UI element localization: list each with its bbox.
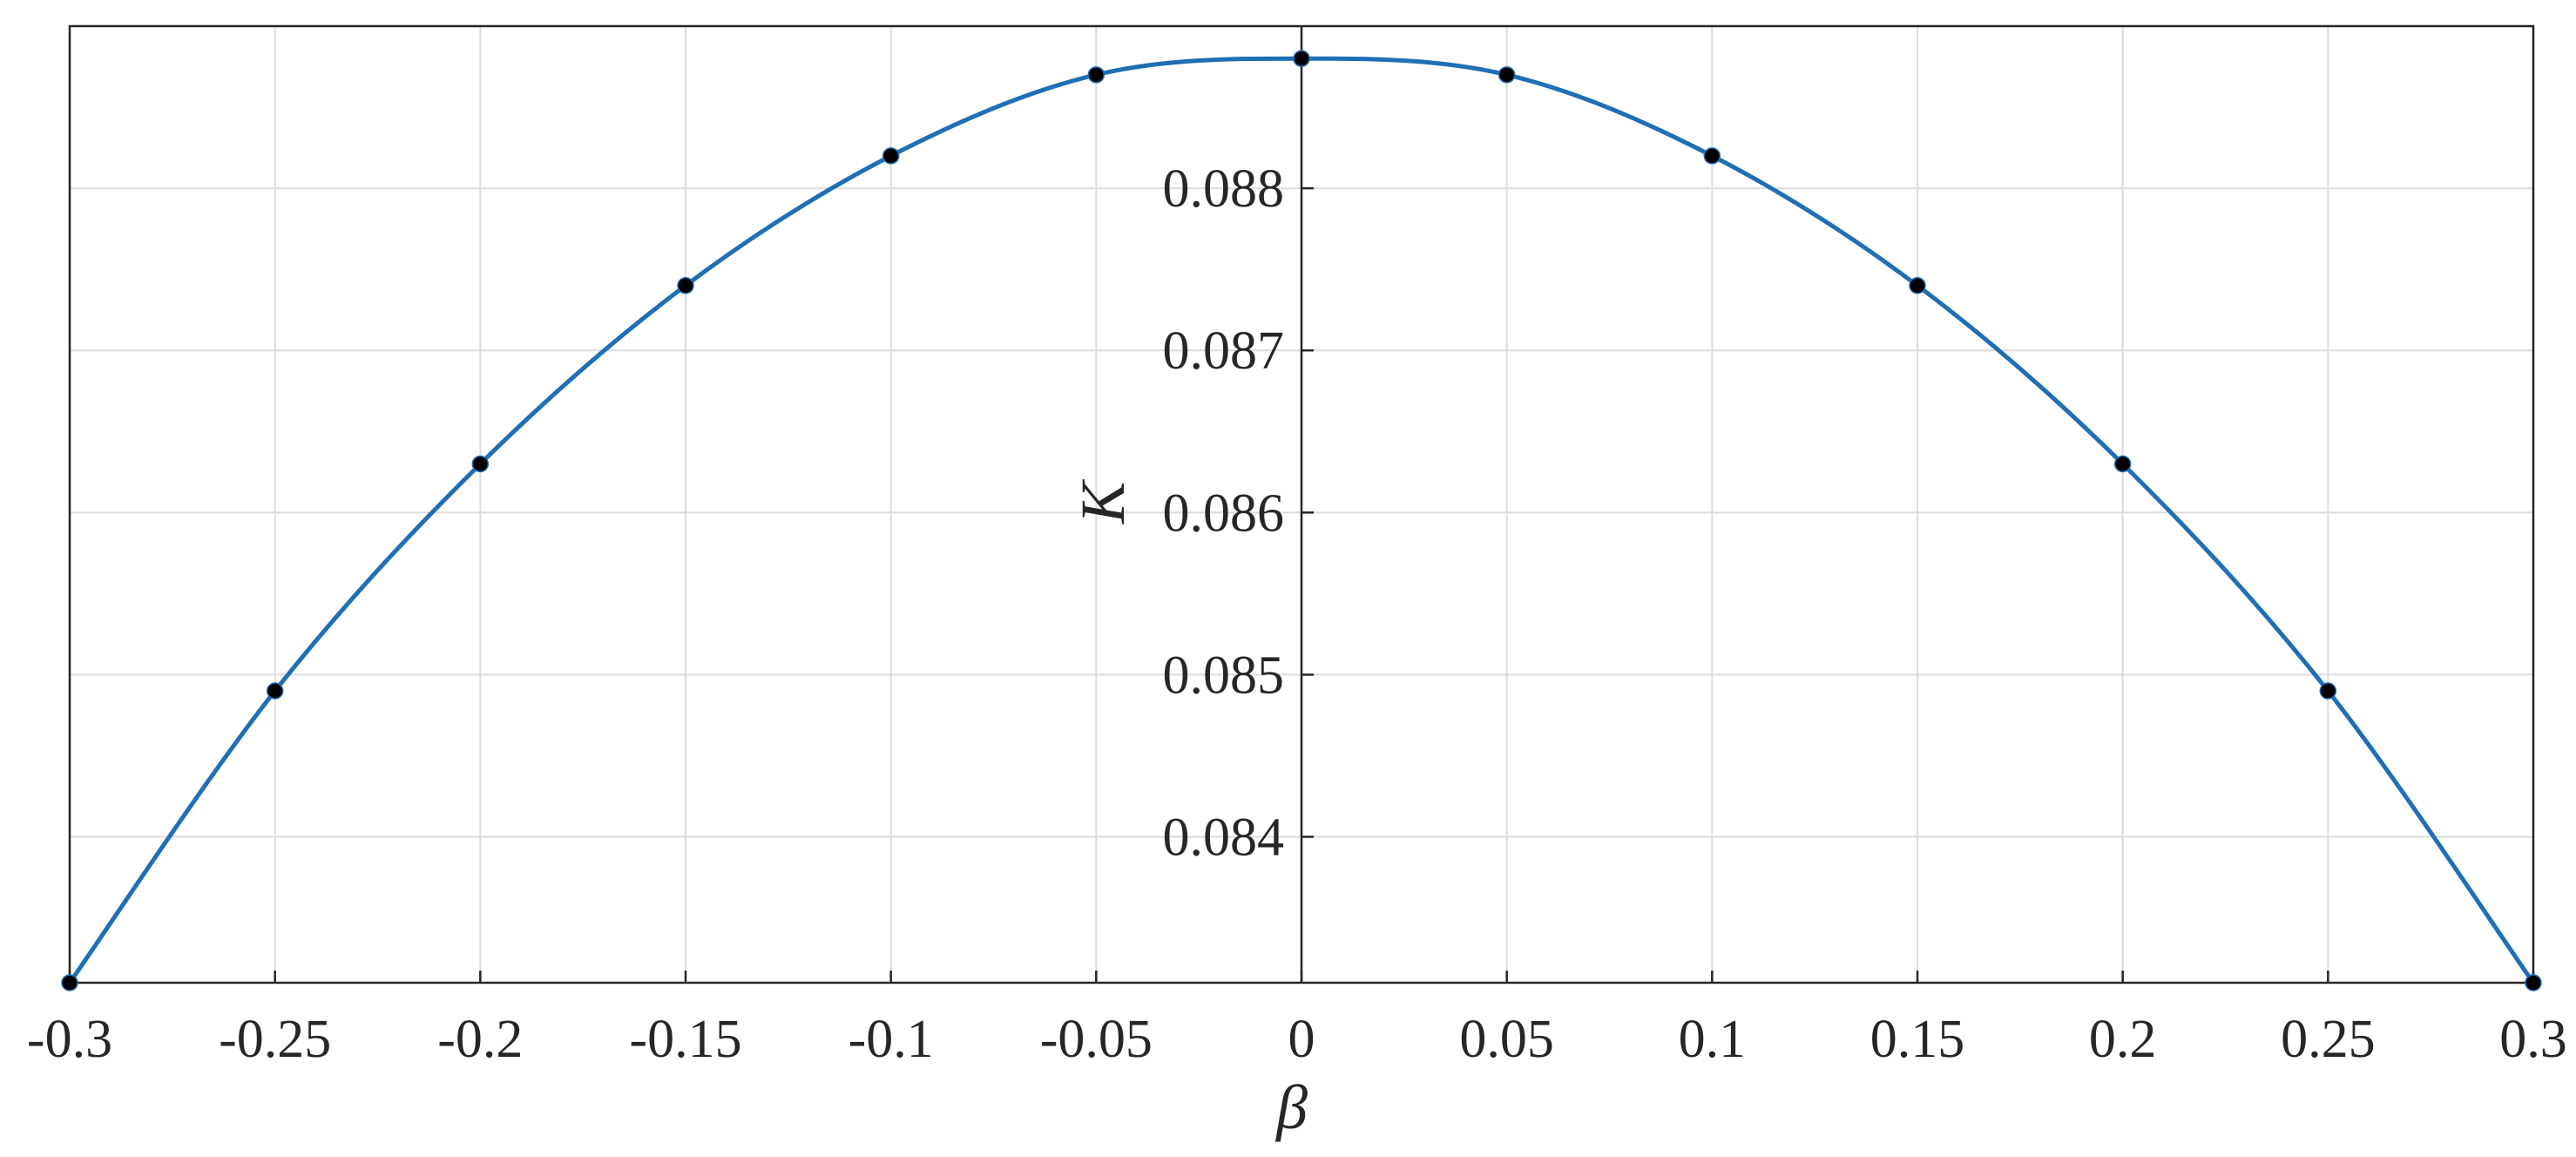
y-tick-label: 0.086 <box>1163 484 1285 543</box>
data-point <box>266 682 284 700</box>
y-axis-title: K <box>1068 478 1138 524</box>
data-point <box>61 974 78 991</box>
y-tick-label: 0.084 <box>1163 809 1285 868</box>
x-tick-label: -0.25 <box>219 1010 331 1069</box>
data-point <box>1703 147 1721 165</box>
x-tick-label: 0.25 <box>2281 1010 2376 1069</box>
data-point <box>2319 682 2337 700</box>
data-point <box>677 277 694 294</box>
data-point <box>2525 974 2542 991</box>
data-point <box>471 455 490 473</box>
x-tick-label: 0 <box>1288 1010 1315 1069</box>
data-point <box>1087 66 1105 84</box>
x-tick-label: 0.3 <box>2499 1010 2567 1069</box>
data-point <box>1909 277 1926 294</box>
y-tick-label: 0.085 <box>1163 646 1285 705</box>
labels-layer: β K -0.3 -0.25 -0.2 -0.15 -0.1 -0.05 0 0.05 0.1 0… <box>27 159 2567 1142</box>
x-tick-label: -0.15 <box>629 1010 741 1069</box>
x-tick-label: 0.05 <box>1459 1010 1554 1069</box>
x-tick-label: -0.05 <box>1040 1010 1153 1069</box>
y-tick-label: 0.087 <box>1163 321 1285 381</box>
axes-layer <box>68 24 2535 984</box>
x-tick-label: -0.1 <box>849 1010 934 1069</box>
x-axis-title: β <box>1274 1072 1308 1142</box>
y-tick-label: 0.088 <box>1163 159 1285 219</box>
data-point <box>2113 455 2132 473</box>
x-tick-label: 0.15 <box>1870 1010 1965 1069</box>
x-tick-label: -0.3 <box>27 1010 112 1069</box>
x-tick-label: 0.1 <box>1679 1010 1747 1069</box>
series-layer <box>61 50 2542 991</box>
x-tick-label: 0.2 <box>2089 1010 2157 1069</box>
x-tick-label: -0.2 <box>437 1010 523 1069</box>
data-point <box>882 147 900 165</box>
data-point <box>1293 50 1310 67</box>
data-point <box>1498 66 1516 84</box>
